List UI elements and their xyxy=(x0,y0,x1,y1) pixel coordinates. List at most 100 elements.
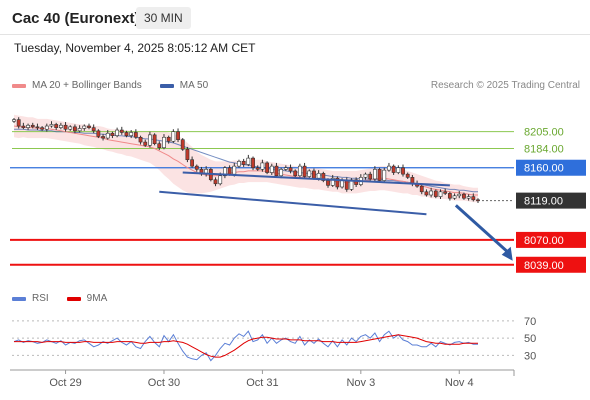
rsi-tick-label: 50 xyxy=(524,333,536,345)
candle-body xyxy=(382,169,387,181)
price-legend: MA 20 + Bollinger Bands MA 50 xyxy=(12,80,226,91)
candle-body xyxy=(288,167,293,172)
x-tick-label: Oct 30 xyxy=(148,377,180,389)
candle-body xyxy=(237,161,241,167)
trend-channel xyxy=(159,171,450,216)
candle-body xyxy=(307,170,312,177)
candle-body xyxy=(354,179,359,185)
candle-body xyxy=(265,162,269,173)
candle-body xyxy=(49,124,54,127)
candle-body xyxy=(63,124,68,130)
candle-body xyxy=(462,193,466,199)
candle-body xyxy=(96,130,101,137)
candle-body xyxy=(73,126,77,132)
channel-upper-line xyxy=(182,171,450,187)
candle-body xyxy=(82,125,87,129)
legend-item-ma50: MA 50 xyxy=(159,80,209,91)
support-tag xyxy=(516,231,586,248)
candle-body xyxy=(227,167,232,175)
candle-body xyxy=(372,169,377,180)
candle-body xyxy=(471,196,476,201)
candle-body xyxy=(166,136,171,142)
rsi-tick-label: 70 xyxy=(524,316,536,328)
candle-body xyxy=(433,190,438,197)
candle-body xyxy=(148,134,152,146)
rsi-legend: RSI 9MA xyxy=(12,293,125,304)
candle-body xyxy=(344,180,349,190)
candle-body xyxy=(232,165,237,175)
candle-body xyxy=(312,170,316,179)
legend-swatch-ma20 xyxy=(12,83,26,88)
last-price-label: 8119.00 xyxy=(524,196,563,208)
candle-body xyxy=(321,173,326,181)
moving-averages xyxy=(13,125,478,196)
candle-body xyxy=(218,175,223,185)
candle-body xyxy=(12,119,16,122)
legend-swatch-rsi xyxy=(12,296,26,301)
candle-body xyxy=(293,170,298,177)
candle-body xyxy=(302,165,307,177)
candle-body xyxy=(405,173,410,178)
candle-body xyxy=(124,132,129,136)
candle-body xyxy=(105,132,110,139)
candle-body xyxy=(171,131,176,142)
candle-body xyxy=(476,199,480,202)
x-axis: Oct 29 Oct 30 Oct 31 Nov 3 Nov 4 xyxy=(10,369,515,389)
candle-body xyxy=(438,191,443,197)
projection-arrow xyxy=(454,204,513,261)
candle-body xyxy=(429,190,434,196)
candle-body xyxy=(443,191,448,194)
candle-body xyxy=(466,196,471,199)
candle-body xyxy=(396,167,401,173)
candle-body xyxy=(91,127,96,132)
timeframe-selector[interactable]: 30 MIN xyxy=(136,7,191,29)
candle-body xyxy=(119,129,124,133)
candle-body xyxy=(283,167,288,170)
candle-body xyxy=(368,173,373,180)
candle-body xyxy=(223,167,227,177)
candle-body xyxy=(447,193,452,199)
rsi-panel: 70 50 30 xyxy=(12,316,536,362)
candle-body xyxy=(35,126,40,129)
candle-body xyxy=(16,119,21,127)
legend-item-9ma: 9MA xyxy=(66,293,107,304)
candle-body xyxy=(213,179,218,185)
candle-body xyxy=(316,173,321,179)
candle-body xyxy=(335,177,340,188)
candle-body xyxy=(269,165,274,173)
x-tick-label: Oct 31 xyxy=(246,377,278,389)
candle-body xyxy=(255,167,260,170)
candle-body xyxy=(180,139,185,150)
legend-label-ma50: MA 50 xyxy=(179,80,209,91)
arrow-head xyxy=(501,246,513,261)
candle-body xyxy=(143,141,148,146)
candle-body xyxy=(58,124,63,128)
candle-body xyxy=(157,143,162,148)
pivot-tag xyxy=(516,159,586,176)
candle-body xyxy=(54,124,59,128)
legend-swatch-ma50 xyxy=(159,83,174,88)
candle-body xyxy=(241,161,246,165)
rsi-line xyxy=(13,330,478,362)
chart-header: Cac 40 (Euronext) 30 MIN xyxy=(0,0,590,36)
candle-body xyxy=(133,132,138,138)
candle-body xyxy=(40,127,45,130)
candle-body xyxy=(326,180,330,186)
candle-body xyxy=(424,191,429,196)
arrow-shaft xyxy=(454,204,511,255)
candle-body xyxy=(68,126,73,130)
candle-body xyxy=(251,157,255,169)
rsi-tick-label: 30 xyxy=(524,350,536,362)
channel-lower-line xyxy=(159,190,427,216)
legend-swatch-9ma xyxy=(66,296,81,301)
support-tag xyxy=(516,256,586,273)
legend-label-rsi: RSI xyxy=(32,293,49,304)
candle-body xyxy=(363,173,368,178)
candle-body xyxy=(330,177,335,186)
x-tick-label: Nov 4 xyxy=(445,377,474,389)
level-labels: 8205.00 8184.00 8160.00 8119.00 8070.00 8039.… xyxy=(516,127,586,273)
legend-label-ma20: MA 20 + Bollinger Bands xyxy=(32,80,142,91)
candle-body xyxy=(246,157,251,165)
candle-body xyxy=(44,125,49,130)
